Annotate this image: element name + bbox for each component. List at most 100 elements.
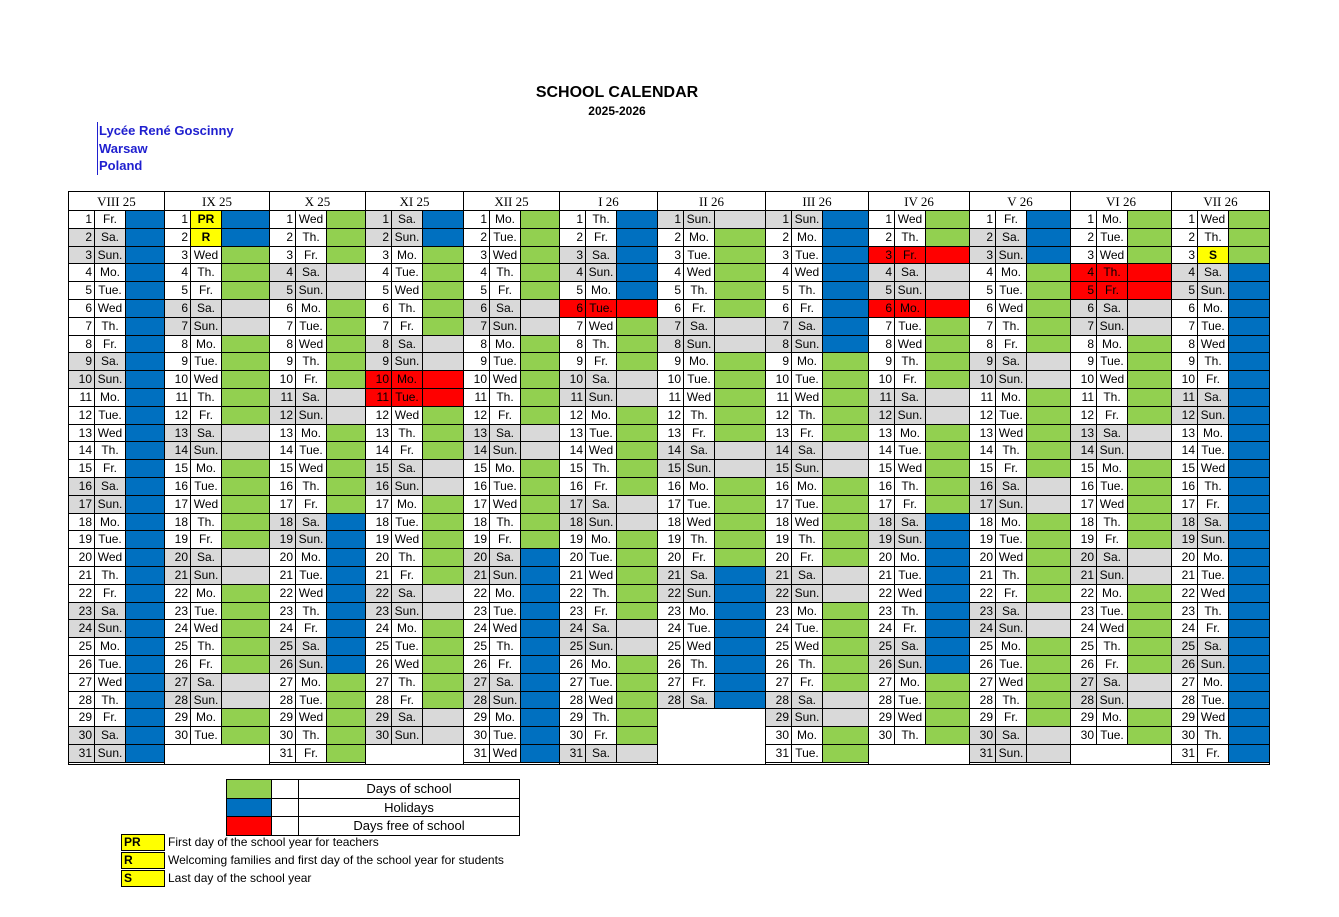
day-number: 7 <box>869 317 895 335</box>
day-name: Fr. <box>895 620 926 638</box>
day-status <box>423 513 463 531</box>
day-status <box>222 406 269 424</box>
day-status <box>823 655 868 673</box>
day-number: 15 <box>165 460 191 477</box>
day-name: Wed <box>392 531 423 549</box>
day-status <box>126 371 164 388</box>
day-status <box>327 655 365 673</box>
day-number: 8 <box>970 335 996 353</box>
month-header: X 25 <box>270 192 365 211</box>
day-name: Tue. <box>792 495 823 513</box>
day-name: Th. <box>586 211 617 228</box>
day-status <box>715 211 765 228</box>
day-status <box>521 744 559 762</box>
day-row: 23 Sun. <box>366 602 463 621</box>
day-status <box>521 477 559 495</box>
day-number: 2 <box>1172 228 1198 246</box>
day-number: 25 <box>658 638 684 655</box>
day-row: 27 Tue. <box>560 673 657 692</box>
day-number: 2 <box>69 228 95 246</box>
day-status <box>715 655 765 673</box>
day-name: Th. <box>95 566 126 584</box>
day-status <box>715 691 765 709</box>
day-number: 9 <box>658 353 684 371</box>
day-row: 13 Mo. <box>1172 424 1269 443</box>
day-status <box>617 264 657 282</box>
day-name: Wed <box>191 620 222 638</box>
day-name: Mo. <box>586 282 617 299</box>
day-name: Sun. <box>296 282 327 299</box>
day-row: 18 Wed <box>766 513 868 532</box>
day-number: 12 <box>270 406 296 424</box>
day-status <box>926 353 969 371</box>
day-status <box>423 655 463 673</box>
day-number: 19 <box>270 531 296 549</box>
day-name: Sun. <box>895 655 926 673</box>
day-number: 19 <box>464 531 490 549</box>
day-status <box>126 620 164 638</box>
day-row: 29 Sun. <box>766 709 868 728</box>
day-status <box>1128 620 1171 638</box>
day-name: Fr. <box>895 246 926 264</box>
day-name: Sun. <box>792 211 823 228</box>
day-number: 24 <box>869 620 895 638</box>
day-name: Wed <box>1097 246 1128 264</box>
day-row: 18 Sa. <box>270 513 365 532</box>
day-status <box>423 673 463 691</box>
day-row: 3 Mo. <box>366 246 463 265</box>
day-name: Mo. <box>95 638 126 655</box>
day-number: 19 <box>869 531 895 549</box>
day-name: Th. <box>586 584 617 602</box>
page-subtitle: 2025-2026 <box>588 104 646 118</box>
day-row: 29 Fr. <box>69 709 164 728</box>
day-row: 27 Sa. <box>464 673 559 692</box>
day-number: 22 <box>766 584 792 602</box>
day-status <box>1027 317 1070 335</box>
day-name: Tue. <box>191 353 222 371</box>
day-status <box>327 691 365 709</box>
day-status <box>327 727 365 744</box>
day-name: Wed <box>996 424 1027 442</box>
day-row: 15 Mo. <box>464 460 559 478</box>
day-number: 13 <box>1172 424 1198 442</box>
day-number: 4 <box>869 264 895 282</box>
day-number: 23 <box>970 602 996 620</box>
day-status <box>926 282 969 299</box>
day-name: Sun. <box>191 317 222 335</box>
day-number: 30 <box>1172 727 1198 744</box>
day-name: Tue. <box>95 655 126 673</box>
day-number: 14 <box>1172 442 1198 460</box>
day-row: 16 Sa. <box>970 477 1070 496</box>
day-number: 26 <box>766 655 792 673</box>
day-number: 16 <box>658 477 684 495</box>
day-row: 30 Sa. <box>69 727 164 745</box>
day-status <box>327 566 365 584</box>
day-name: Mo. <box>1097 460 1128 477</box>
day-status <box>926 460 969 477</box>
day-name: Sa. <box>1198 264 1229 282</box>
day-status <box>222 353 269 371</box>
day-status <box>823 620 868 638</box>
day-row: 31 Sun. <box>970 744 1070 763</box>
day-name: Mo. <box>1097 709 1128 727</box>
day-row: 22 Sun. <box>766 584 868 603</box>
day-status <box>222 495 269 513</box>
code-badge: PR <box>121 833 165 851</box>
day-number: 6 <box>1071 299 1097 317</box>
day-status <box>617 460 657 477</box>
day-row: 9 Fr. <box>560 353 657 372</box>
day-status <box>617 388 657 406</box>
day-number: 1 <box>270 211 296 228</box>
day-number: 4 <box>165 264 191 282</box>
day-number: 20 <box>658 549 684 566</box>
day-number: 9 <box>869 353 895 371</box>
school-swatch <box>227 780 272 798</box>
day-number: 3 <box>1172 246 1198 264</box>
day-number: 28 <box>560 691 586 709</box>
day-name: Sun. <box>1097 317 1128 335</box>
day-name: Sun. <box>191 442 222 460</box>
day-name: Th. <box>392 673 423 691</box>
day-number: 17 <box>165 495 191 513</box>
day-number: 14 <box>560 442 586 460</box>
